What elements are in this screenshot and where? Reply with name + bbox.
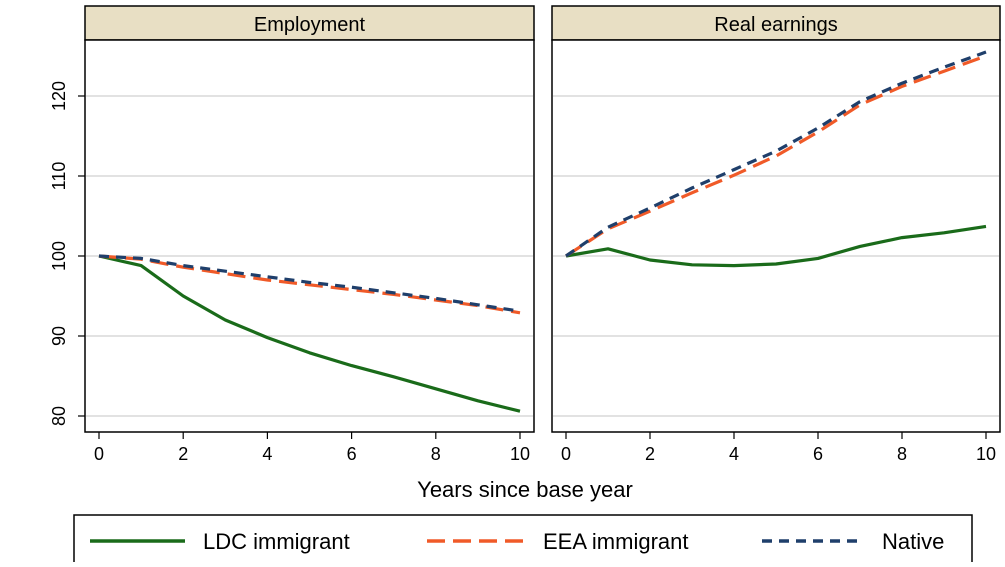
panel-title: Real earnings [714, 14, 837, 36]
y-tick-label: 90 [49, 326, 69, 346]
y-tick-label: 100 [49, 241, 69, 271]
x-tick-label: 10 [976, 444, 996, 464]
legend-label-ldc: LDC immigrant [203, 529, 350, 554]
x-tick-label: 2 [178, 444, 188, 464]
y-tick-label: 120 [49, 81, 69, 111]
y-tick-label: 110 [49, 162, 69, 191]
x-tick-label: 0 [561, 444, 571, 464]
x-tick-label: 10 [510, 444, 530, 464]
x-axis-title: Years since base year [417, 477, 633, 502]
legend: LDC immigrant EEA immigrant Native [74, 515, 972, 562]
legend-label-native: Native [882, 529, 944, 554]
panels-layer: Employment 0 2 4 6 8 10 Real earnings 0 2 4 6 8 10 [85, 6, 1000, 464]
x-tick-label: 6 [813, 444, 823, 464]
x-tick-label: 0 [94, 444, 104, 464]
x-tick-label: 8 [431, 444, 441, 464]
panel-title: Employment [254, 14, 366, 36]
x-tick-label: 6 [347, 444, 357, 464]
x-tick-label: 4 [262, 444, 272, 464]
plot-frame [85, 40, 534, 432]
panel-1: Real earnings 0 2 4 6 8 10 [552, 6, 1000, 464]
panel-0: Employment 0 2 4 6 8 10 [85, 6, 534, 464]
legend-label-eea: EEA immigrant [543, 529, 689, 554]
plot-frame [552, 40, 1000, 432]
x-tick-label: 2 [645, 444, 655, 464]
y-tick-label: 80 [49, 406, 69, 426]
x-tick-label: 8 [897, 444, 907, 464]
x-tick-label: 4 [729, 444, 739, 464]
y-axis: 80 90 100 110 120 [49, 81, 85, 426]
